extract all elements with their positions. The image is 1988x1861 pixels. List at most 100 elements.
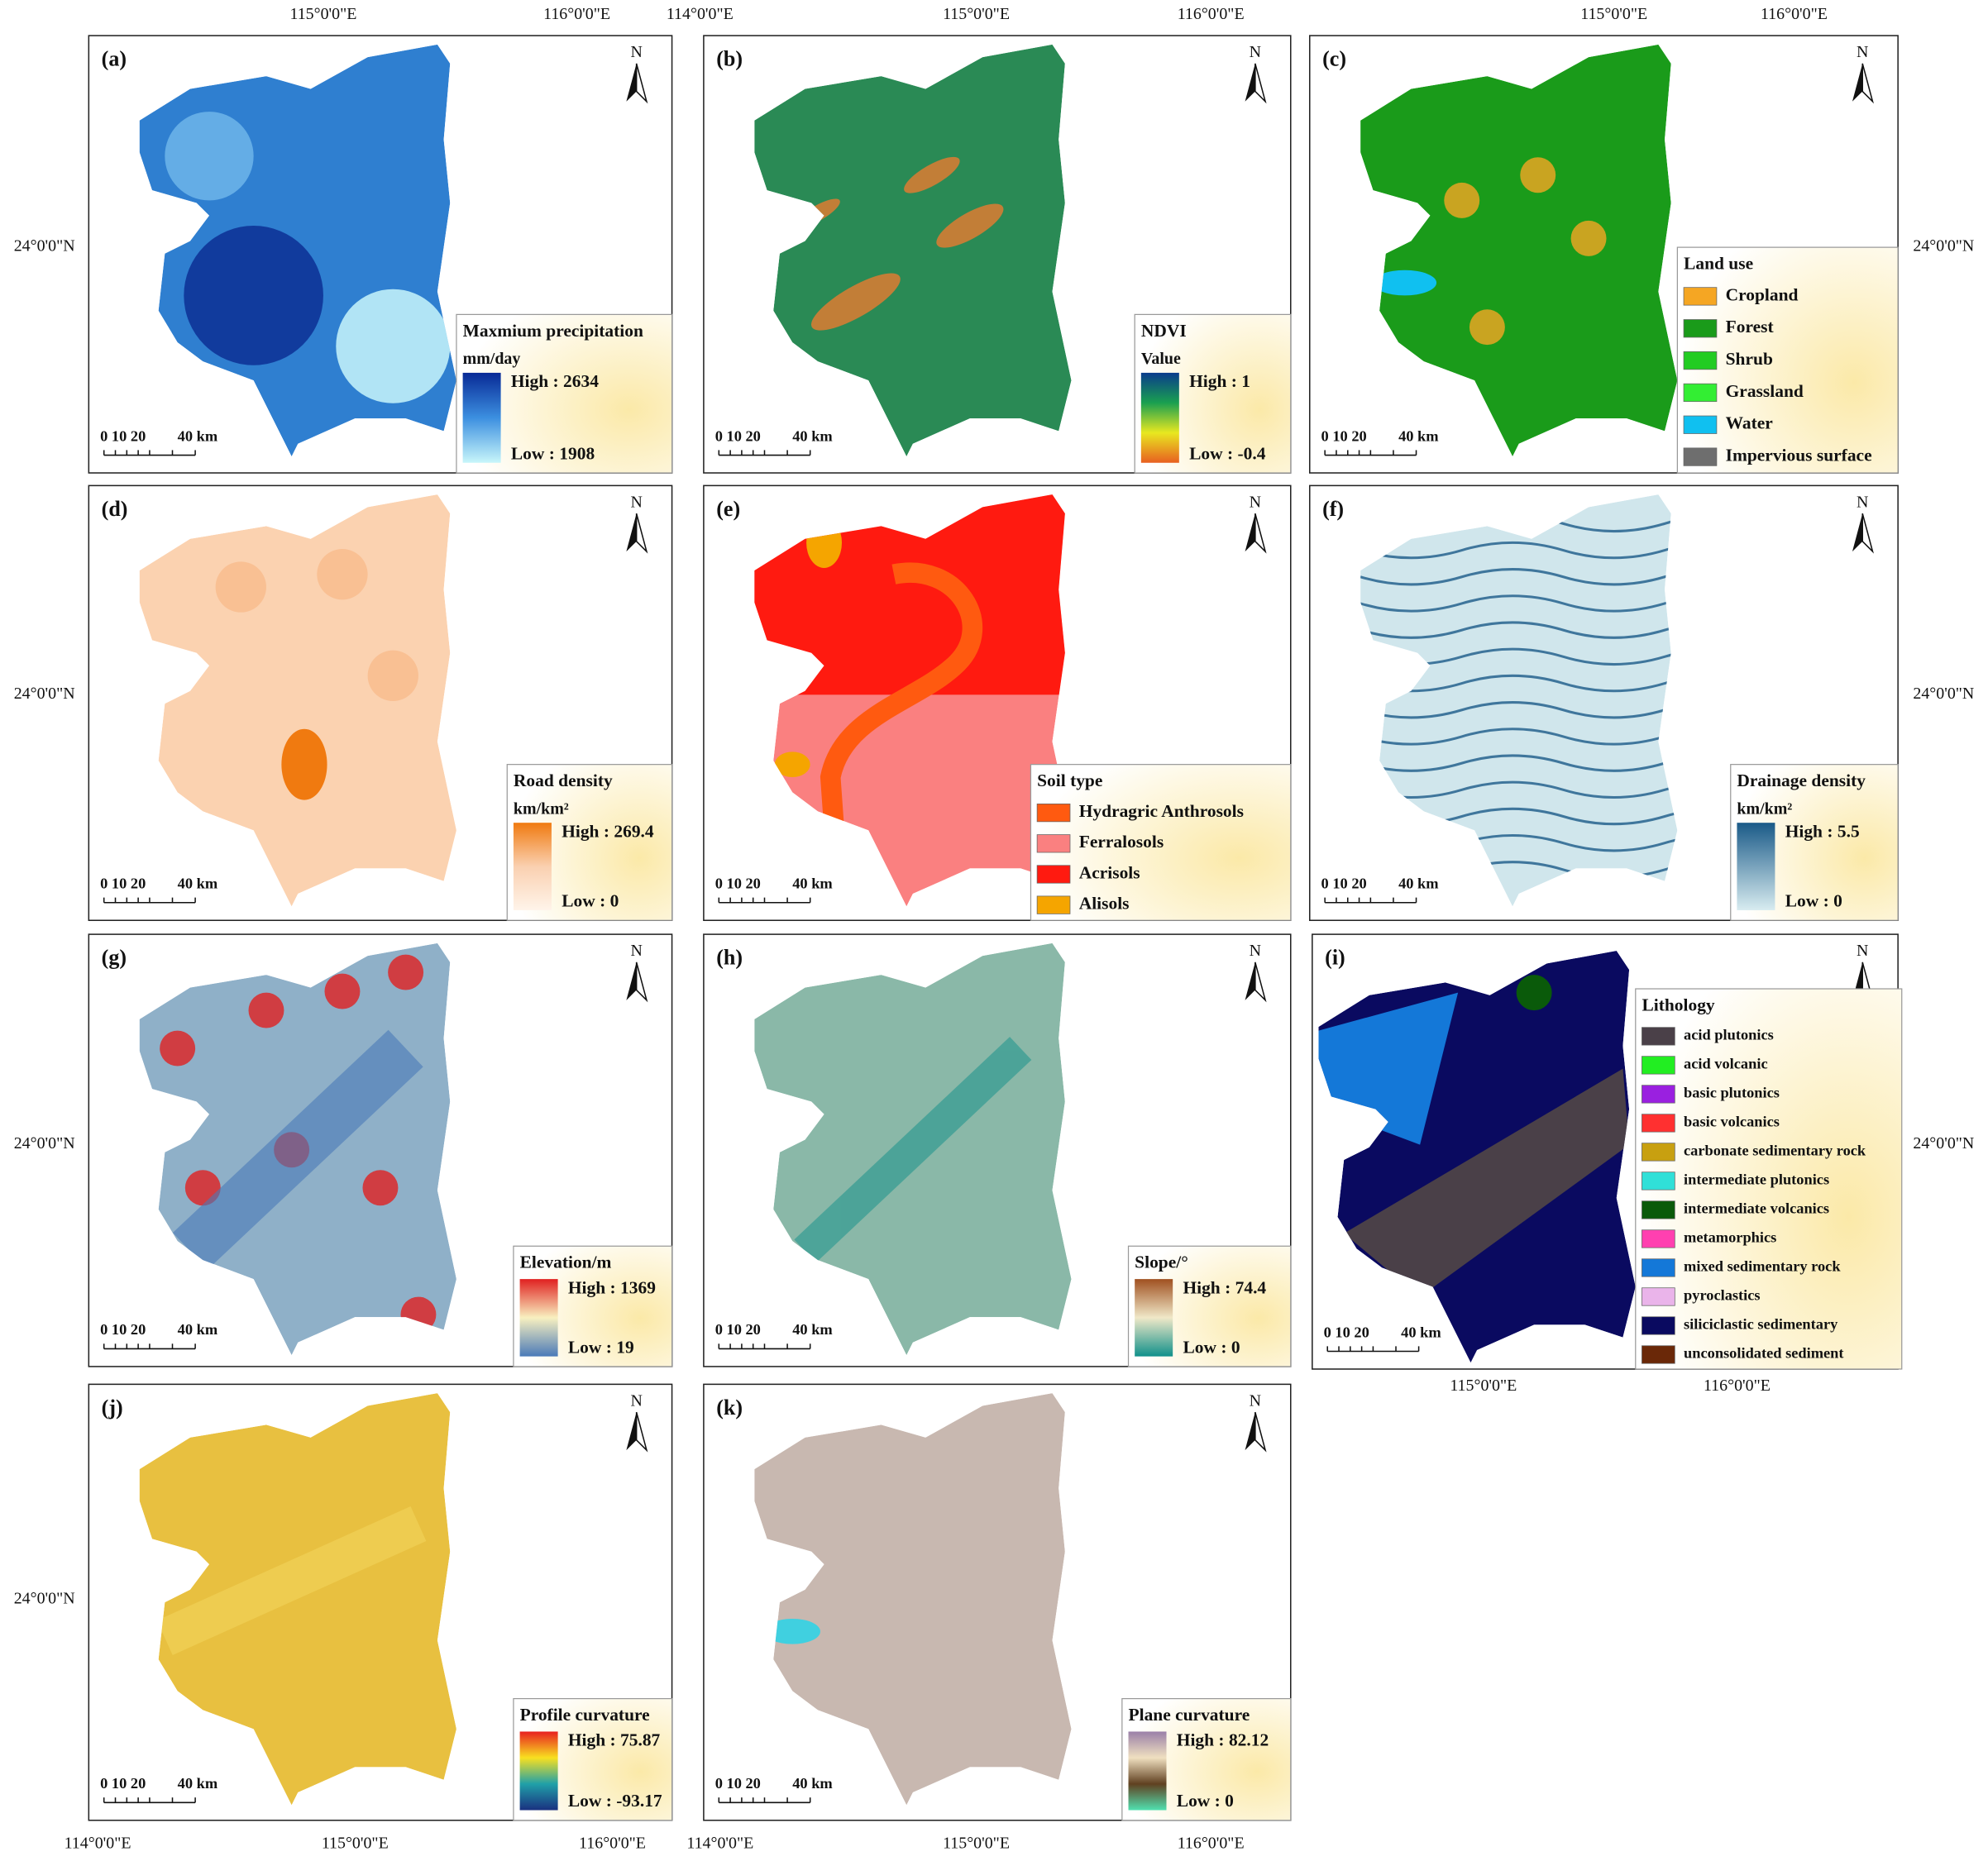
- scale-label: 10 20: [112, 427, 146, 444]
- study-area: [139, 44, 456, 457]
- north-label: N: [1250, 493, 1261, 511]
- coordinate-label: 24°0'0"N: [14, 1134, 75, 1152]
- legend-high: High : 1: [1189, 371, 1250, 391]
- legend-item: unconsolidated sediment: [1684, 1345, 1844, 1362]
- coordinate-label: 114°0'0"E: [686, 1834, 753, 1852]
- precip-low: [165, 112, 254, 201]
- scale-label: 10 20: [727, 1321, 761, 1338]
- coordinate-label: 116°0'0"E: [1704, 1377, 1771, 1395]
- north-label: N: [630, 1391, 642, 1410]
- legend-high: High : 75.87: [568, 1730, 661, 1750]
- road-high: [281, 728, 327, 800]
- north-arrow: [1254, 63, 1267, 104]
- scale-label: 0: [1324, 1324, 1331, 1340]
- legend-ramp: [519, 1731, 558, 1811]
- alisols: [774, 752, 810, 777]
- north-label: N: [1250, 43, 1261, 61]
- map-detail: [794, 1037, 1032, 1263]
- panel-label: (g): [102, 946, 127, 970]
- coordinate-label: 24°0'0"N: [1913, 237, 1974, 255]
- legend-ramp: [513, 823, 552, 910]
- legend-title: Profile curvature: [520, 1705, 650, 1725]
- river: [1360, 621, 1678, 639]
- legend-item: intermediate plutonics: [1684, 1171, 1829, 1188]
- legend-title: Road density: [514, 771, 613, 790]
- panel-label: (f): [1322, 497, 1344, 521]
- curvature-light: [156, 1506, 427, 1655]
- legend-swatch: [1036, 803, 1071, 823]
- scale-label: 0: [715, 1321, 723, 1338]
- north-label: N: [630, 493, 642, 511]
- coordinate-label: 116°0'0"E: [1761, 5, 1828, 23]
- legend-low: Low : 0: [1785, 891, 1842, 911]
- road-mid: [215, 561, 266, 613]
- legend-item: Ferralosols: [1079, 832, 1164, 852]
- legend-title: Elevation/m: [520, 1253, 612, 1272]
- coordinate-label: 116°0'0"E: [1178, 1834, 1245, 1852]
- valley: [794, 1037, 1032, 1263]
- coordinate-label: 114°0'0"E: [65, 1834, 131, 1852]
- legend-unit: km/km²: [514, 799, 569, 818]
- legend-low: Low : -0.4: [1189, 443, 1266, 463]
- panel-label: (k): [716, 1396, 743, 1420]
- scale-label: 40 km: [178, 427, 218, 444]
- north-arrow: [635, 513, 648, 554]
- legend-swatch: [1642, 1114, 1675, 1133]
- scale-label: 40 km: [792, 876, 832, 892]
- legend-item: basic plutonics: [1684, 1085, 1780, 1101]
- legend-swatch: [1642, 1287, 1675, 1306]
- legend-item: mixed sedimentary rock: [1684, 1258, 1841, 1275]
- legend-unit: mm/day: [463, 350, 521, 368]
- road-mid: [367, 650, 418, 701]
- legend-high: High : 269.4: [562, 821, 654, 841]
- panel-label: (j): [102, 1396, 123, 1420]
- ndvi-low: [936, 203, 1004, 248]
- legend-swatch: [1642, 1056, 1675, 1075]
- scale-label: 10 20: [1332, 876, 1366, 892]
- legend-high: High : 74.4: [1183, 1277, 1266, 1297]
- legend-swatch: [1036, 895, 1071, 914]
- map-detail: [215, 549, 418, 800]
- north-label: N: [1857, 43, 1868, 61]
- legend-swatch: [1683, 447, 1718, 466]
- legend-swatch: [1036, 865, 1071, 884]
- river: [1360, 541, 1678, 560]
- coordinate-label: 115°0'0"E: [322, 1834, 389, 1852]
- coordinate-label: 24°0'0"N: [1913, 1134, 1974, 1152]
- coordinate-label: 115°0'0"E: [943, 1834, 1010, 1852]
- ndvi-low: [904, 156, 960, 193]
- scale-label: 0: [715, 1775, 723, 1792]
- legend-item: basic volcanics: [1684, 1114, 1780, 1130]
- legend-low: Low : 0: [1177, 1791, 1234, 1811]
- river: [1360, 647, 1678, 666]
- legend-swatch: [1642, 1027, 1675, 1046]
- scale-label: 10 20: [112, 876, 146, 892]
- legend-item: Grassland: [1726, 381, 1804, 401]
- legend-high: High : 2634: [511, 371, 599, 391]
- legend-high: High : 1369: [568, 1277, 656, 1297]
- north-arrow: [635, 962, 648, 1003]
- legend-item: pyroclastics: [1684, 1287, 1761, 1304]
- legend-title: Drainage density: [1737, 771, 1866, 790]
- map-detail: [160, 954, 437, 1333]
- legend-title: NDVI: [1141, 321, 1187, 341]
- coordinate-label: 24°0'0"N: [14, 685, 75, 703]
- panel-label: (d): [102, 497, 128, 521]
- legend-title: Slope/°: [1135, 1253, 1188, 1272]
- map-detail: [156, 1506, 427, 1655]
- scale-label: 0: [1321, 876, 1329, 892]
- legend-item: Shrub: [1726, 349, 1773, 369]
- scale-label: 0: [100, 1321, 108, 1338]
- legend-item: Hydragric Anthrosols: [1079, 801, 1244, 821]
- coordinate-label: 24°0'0"N: [14, 1590, 75, 1608]
- coordinate-label: 24°0'0"N: [14, 237, 75, 255]
- legend-swatch: [1642, 1316, 1675, 1335]
- scale-label: 10 20: [727, 1775, 761, 1792]
- coordinate-label: 115°0'0"E: [289, 5, 356, 23]
- river: [1360, 728, 1678, 746]
- scale-label: 40 km: [178, 876, 218, 892]
- north-arrow: [1254, 513, 1267, 554]
- river: [1360, 754, 1678, 772]
- legend-item: acid volcanic: [1684, 1056, 1768, 1072]
- legend-swatch: [1683, 287, 1718, 306]
